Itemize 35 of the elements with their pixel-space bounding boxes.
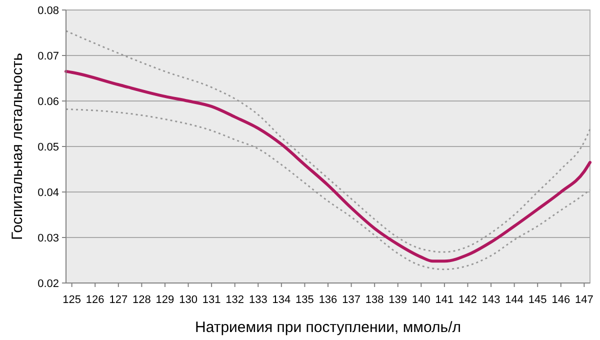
x-tick-label: 126 <box>86 294 104 306</box>
x-tick-label: 144 <box>505 294 524 306</box>
line-series <box>65 108 591 270</box>
y-tick-label: 0.05 <box>38 142 59 154</box>
x-tick-label: 146 <box>552 294 570 306</box>
x-tick-label: 141 <box>435 294 454 306</box>
y-tick-label: 0.04 <box>38 187 59 199</box>
x-tick-label: 137 <box>342 294 360 306</box>
x-tick-label: 127 <box>109 294 128 306</box>
x-tick-label: 129 <box>156 294 174 306</box>
x-tick-label: 143 <box>482 294 500 306</box>
y-tick-label: 0.07 <box>38 50 59 62</box>
x-tick-label: 138 <box>365 294 384 306</box>
y-axis-title: Госпитальная летальность <box>9 52 26 240</box>
x-tick-label: 130 <box>179 294 198 306</box>
x-tick-label: 132 <box>226 294 244 306</box>
x-tick-label: 125 <box>62 294 81 306</box>
x-tick-label: 134 <box>272 294 291 306</box>
x-tick-label: 128 <box>132 294 151 306</box>
x-tick-label: 135 <box>296 294 314 306</box>
line-series <box>65 30 591 253</box>
x-tick-label: 142 <box>458 294 477 306</box>
x-tick-label: 147 <box>575 294 594 306</box>
y-tick-label: 0.02 <box>38 278 59 290</box>
x-tick-label: 133 <box>248 294 268 306</box>
x-tick-label: 140 <box>412 294 430 306</box>
x-tick-label: 139 <box>388 294 408 306</box>
y-tick-label: 0.06 <box>38 96 59 108</box>
x-tick-label: 131 <box>202 294 221 306</box>
x-axis-title: Натриемия при поступлении, ммоль/л <box>195 319 461 336</box>
y-tick-label: 0.03 <box>38 232 59 244</box>
x-tick-label: 136 <box>318 294 338 306</box>
y-tick-label: 0.08 <box>38 5 59 17</box>
line-series <box>64 70 592 263</box>
x-tick-label: 145 <box>528 294 547 306</box>
